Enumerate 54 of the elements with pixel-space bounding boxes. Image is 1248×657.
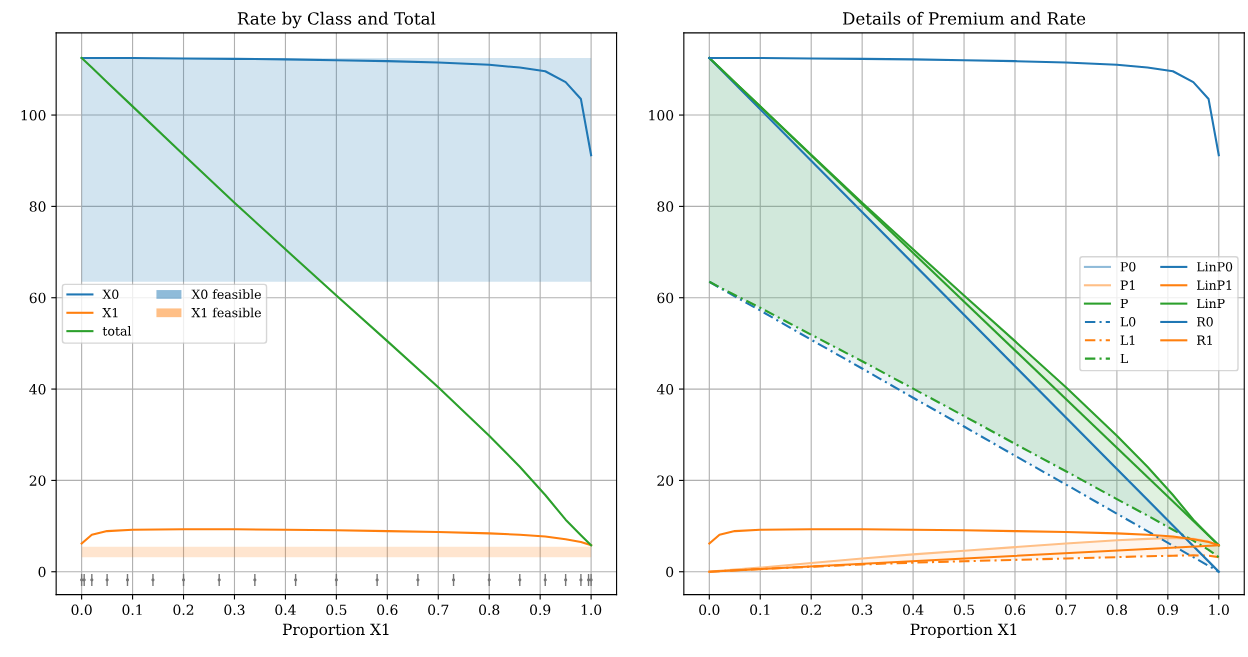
- legend-label: L1: [1120, 335, 1135, 345]
- legend-label: total: [102, 326, 132, 336]
- x-tick-label: 0.7: [1055, 604, 1076, 616]
- x-tick-label: 0.2: [801, 604, 821, 616]
- legend-label: LinP: [1196, 298, 1225, 308]
- chart-title: Details of Premium and Rate: [842, 11, 1086, 25]
- y-tick-label: 20: [657, 475, 674, 486]
- x-tick-label: 0.4: [275, 604, 296, 616]
- x-tick-label: 0.3: [852, 604, 873, 616]
- x-tick-label: 0.1: [122, 604, 142, 616]
- x-tick-label: 1.0: [581, 604, 602, 616]
- y-tick-label: 80: [657, 201, 674, 212]
- x-tick-label: 0.8: [1106, 604, 1127, 616]
- y-tick-label: 20: [29, 475, 46, 486]
- legend-label: P0: [1120, 262, 1136, 272]
- x-axis-title: Proportion X1: [282, 623, 389, 639]
- x-tick-label: 1.0: [1209, 604, 1229, 616]
- y-tick-label: 60: [29, 292, 46, 304]
- x-tick-label: 0.0: [699, 604, 720, 616]
- x-tick-label: 0.8: [479, 604, 500, 616]
- legend-label: X1 feasible: [191, 307, 261, 318]
- legend-label: P1: [1120, 280, 1135, 290]
- legend-label: LinP0: [1196, 262, 1233, 272]
- y-tick-label: 100: [21, 110, 46, 121]
- x-tick-label: 0.3: [224, 604, 245, 616]
- y-tick-label: 40: [29, 384, 46, 395]
- legend-label: X1: [102, 307, 118, 318]
- legend-label: X0 feasible: [191, 289, 261, 299]
- x-tick-label: 0.9: [1157, 604, 1178, 616]
- legend-label: R0: [1196, 317, 1213, 327]
- chart-title: Rate by Class and Total: [237, 11, 436, 29]
- x-tick-label: 0.9: [530, 604, 551, 616]
- legend-label: P: [1120, 298, 1128, 308]
- y-tick-label: 60: [657, 292, 674, 304]
- legend-label: L0: [1120, 317, 1136, 327]
- legend-label: R1: [1196, 335, 1212, 345]
- y-tick-label: 0: [38, 566, 46, 578]
- x-tick-label: 0.1: [750, 604, 770, 616]
- x-tick-label: 0.0: [71, 604, 92, 616]
- y-tick-label: 0: [666, 566, 674, 578]
- x-tick-label: 0.4: [902, 604, 924, 616]
- legend-label: X0: [102, 289, 119, 299]
- x-tick-label: 0.7: [428, 604, 449, 616]
- x-tick-label: 0.2: [173, 604, 194, 616]
- legend-label: L: [1120, 353, 1128, 364]
- y-tick-label: 40: [656, 384, 674, 395]
- x-tick-label: 0.6: [377, 604, 398, 616]
- x-tick-label: 0.6: [1004, 604, 1026, 616]
- x-axis-title: Proportion X1: [910, 623, 1017, 639]
- y-tick-label: 80: [29, 201, 46, 212]
- legend-label: LinP1: [1196, 280, 1232, 290]
- x-tick-label: 0.5: [953, 604, 975, 616]
- y-tick-label: 100: [649, 110, 674, 121]
- x-tick-label: 0.5: [326, 604, 347, 616]
